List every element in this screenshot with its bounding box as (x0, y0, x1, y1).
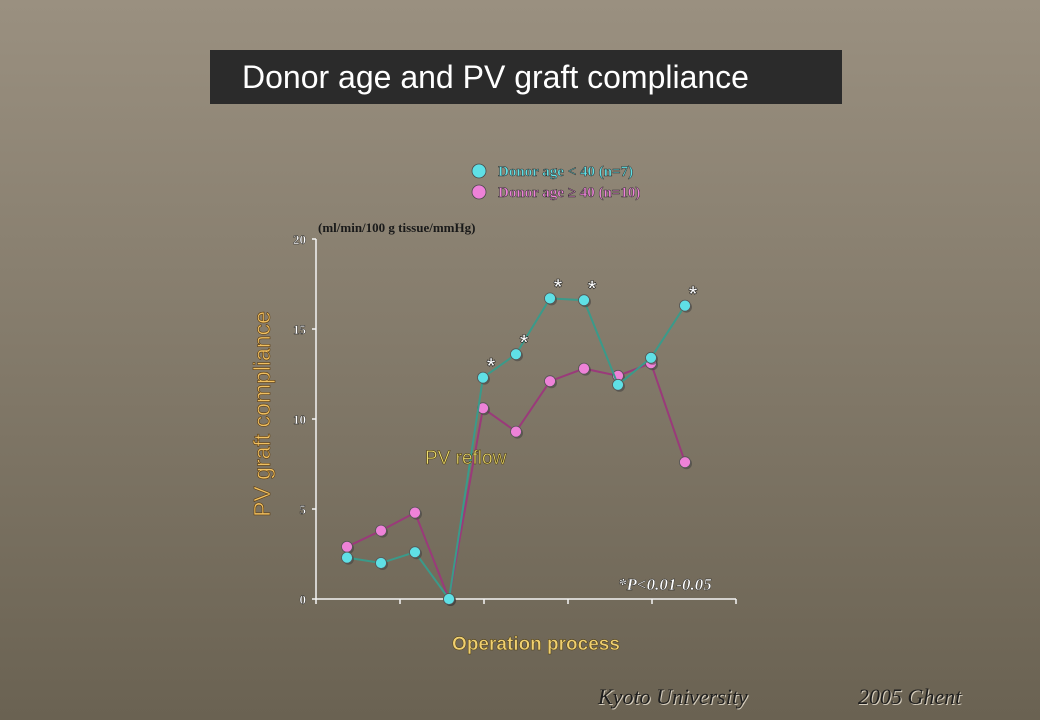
significance-star: * (588, 276, 597, 301)
page-title: Donor age and PV graft compliance (242, 59, 749, 95)
y-tick-label: 15 (293, 322, 307, 337)
data-point (341, 540, 353, 553)
data-point (375, 557, 387, 569)
significance-star: * (689, 282, 698, 307)
data-point (612, 378, 624, 391)
legend-marker (471, 184, 487, 200)
data-point (409, 546, 421, 559)
data-point (375, 524, 387, 537)
series-line (346, 297, 686, 602)
pv-reflow-annotation: PV reflow (425, 448, 507, 469)
significance-note: *P<0.01-0.05 (618, 575, 712, 594)
title-box: Donor age and PV graft compliance (210, 50, 842, 104)
series-line (346, 361, 686, 603)
data-point (679, 299, 691, 312)
data-point (477, 371, 489, 384)
data-point (645, 351, 657, 364)
y-tick-label: 5 (300, 502, 307, 517)
footer-institution: Kyoto University (598, 684, 748, 709)
data-point (443, 593, 455, 605)
data-point (544, 292, 556, 305)
legend-label: Donor age ≥ 40 (n=10) (498, 185, 640, 201)
data-point (578, 294, 590, 307)
significance-star: * (520, 330, 529, 355)
y-tick-label: 20 (293, 232, 306, 247)
data-point (578, 362, 590, 375)
data-point (341, 551, 353, 564)
y-tick-label: 0 (300, 592, 307, 607)
legend-label: Donor age < 40 (n=7) (498, 164, 633, 180)
data-point (510, 348, 522, 361)
y-axis-label: PV graft compliance (249, 311, 275, 517)
footer-year-place: 2005 Ghent (858, 684, 962, 709)
data-point (544, 375, 556, 388)
significance-star: * (554, 274, 563, 299)
axes: 0 5 10 15 20 (293, 232, 737, 607)
data-point (510, 425, 522, 438)
significance-star: * (487, 354, 496, 379)
legend: Donor age < 40 (n=7) Donor age ≥ 40 (n=10… (471, 163, 641, 201)
y-tick-label: 10 (293, 412, 306, 427)
data-point (679, 456, 691, 469)
data-point (409, 506, 421, 519)
significance-markers: * * * * * (486, 274, 698, 379)
unit-label: (ml/min/100 g tissue/mmHg) (318, 220, 475, 235)
series-layer (341, 292, 692, 606)
x-axis-label: Operation process (452, 634, 620, 655)
legend-marker (471, 163, 487, 179)
